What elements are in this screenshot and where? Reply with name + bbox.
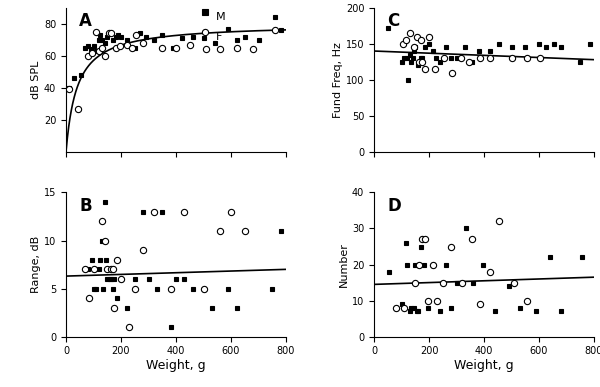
Text: C: C — [387, 12, 400, 30]
X-axis label: Weight, g: Weight, g — [454, 359, 514, 372]
Text: D: D — [387, 197, 401, 215]
Text: M: M — [215, 12, 225, 22]
Text: B: B — [79, 197, 92, 215]
Y-axis label: Fund Freq, Hz: Fund Freq, Hz — [333, 42, 343, 118]
Text: A: A — [79, 12, 92, 30]
X-axis label: Weight, g: Weight, g — [146, 359, 206, 372]
Y-axis label: Number: Number — [339, 242, 349, 287]
Y-axis label: Range, dB: Range, dB — [31, 236, 41, 293]
Text: F: F — [215, 32, 222, 42]
Y-axis label: dB SPL: dB SPL — [31, 61, 41, 99]
